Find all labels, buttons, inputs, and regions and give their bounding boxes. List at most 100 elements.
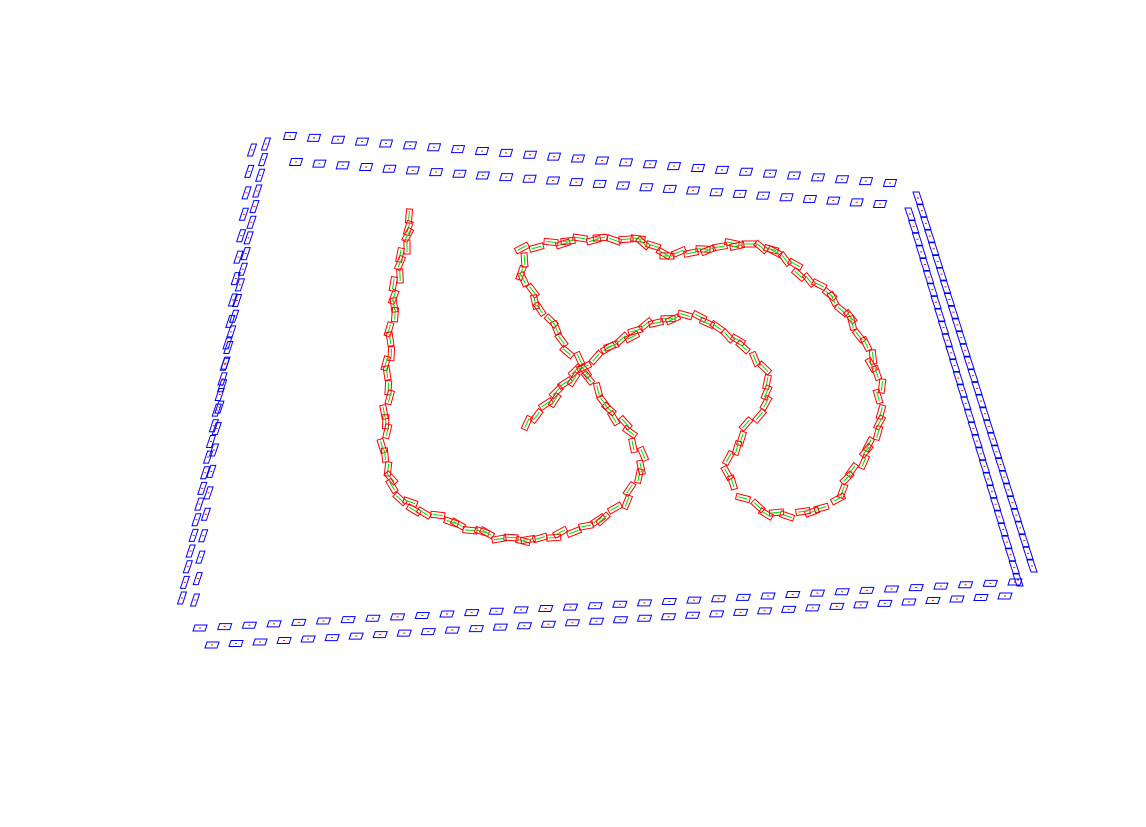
track-cone (795, 507, 811, 516)
boundary-marker (382, 164, 397, 173)
track-cone (491, 534, 507, 544)
boundary-marker (306, 133, 322, 142)
boundary-marker (858, 177, 874, 186)
track-cone (588, 349, 604, 366)
boundary-marker (545, 176, 561, 185)
track-cone (503, 533, 519, 542)
boundary-marker (260, 137, 272, 151)
boundary-marker (468, 625, 485, 633)
boundary-marker (959, 343, 971, 357)
track-cone (592, 381, 604, 399)
track-cone (529, 293, 541, 311)
track-cone (405, 503, 422, 517)
track-cone (548, 383, 565, 400)
boundary-marker (189, 593, 201, 607)
boundary-marker (756, 191, 771, 200)
boundary-marker (685, 186, 701, 195)
boundary-marker (639, 183, 654, 192)
boundary-marker (786, 171, 802, 180)
track-cone (859, 335, 873, 353)
boundary-marker (214, 387, 225, 401)
track-cone (575, 360, 593, 374)
boundary-marker (348, 632, 364, 640)
boundary-marker (853, 601, 869, 609)
track-cone (750, 498, 766, 514)
boundary-marker (282, 132, 298, 140)
boundary-marker (197, 481, 208, 495)
boundary-marker (378, 139, 394, 148)
boundary-marker (244, 164, 255, 178)
boundary-marker (234, 278, 246, 292)
boundary-marker (931, 254, 944, 268)
boundary-marker (982, 579, 998, 587)
boundary-marker (241, 621, 258, 629)
boundary-marker (389, 613, 406, 621)
boundary-marker (660, 613, 677, 621)
boundary-marker (330, 135, 346, 144)
boundary-marker (908, 220, 920, 234)
track-cone (636, 445, 650, 463)
boundary-marker (967, 369, 979, 383)
track-cone (613, 331, 630, 347)
boundary-marker (882, 179, 898, 187)
track-cone (872, 414, 887, 431)
boundary-marker (960, 396, 972, 410)
track-cone (403, 239, 411, 255)
boundary-marker (188, 528, 199, 542)
boundary-marker (452, 169, 467, 178)
boundary-marker (1012, 573, 1024, 587)
boundary-marker (202, 450, 214, 464)
boundary-marker (935, 267, 948, 281)
boundary-marker (252, 638, 268, 646)
boundary-marker (916, 204, 928, 218)
boundary-marker (708, 610, 725, 618)
track-cone (385, 477, 399, 495)
track-cone (565, 525, 583, 539)
track-cone (515, 264, 527, 282)
boundary-marker (859, 586, 875, 594)
track-cone (478, 526, 496, 540)
boundary-marker (714, 165, 730, 174)
track-cone (721, 449, 736, 467)
boundary-marker (182, 560, 193, 574)
boundary-marker (564, 619, 581, 627)
boundary-marker (781, 605, 797, 613)
track-cone (379, 403, 389, 421)
boundary-marker (967, 422, 980, 436)
track-cone (844, 461, 860, 479)
boundary-marker (498, 148, 514, 157)
track-cone (385, 331, 395, 347)
boundary-marker (920, 216, 932, 230)
boundary-marker (686, 596, 702, 604)
boundary-marker (312, 159, 327, 168)
track-cone (756, 360, 773, 376)
boundary-marker (291, 618, 307, 626)
track-cone (728, 241, 746, 251)
boundary-marker (179, 575, 191, 589)
boundary-marker (240, 247, 251, 261)
boundary-marker (738, 167, 754, 176)
boundary-marker (757, 607, 773, 615)
boundary-marker (405, 166, 420, 175)
boundary-marker (562, 603, 579, 611)
track-cone (376, 437, 388, 455)
boundary-marker (192, 572, 203, 586)
track-cones-layer (376, 208, 887, 547)
boundary-marker (997, 523, 1009, 537)
track-cone (846, 314, 858, 332)
track-cone (543, 313, 560, 329)
track-cone (628, 437, 638, 454)
track-cone (606, 501, 624, 515)
boundary-marker (266, 620, 282, 628)
boundary-marker (592, 179, 607, 188)
boundary-marker (204, 641, 220, 649)
boundary-marker (952, 371, 965, 385)
track-cone (603, 340, 620, 352)
track-cone (699, 244, 717, 257)
track-cone (813, 502, 830, 514)
track-cone (768, 508, 785, 517)
boundary-marker (922, 270, 935, 284)
boundary-marker (225, 314, 236, 328)
track-cone (760, 384, 773, 401)
